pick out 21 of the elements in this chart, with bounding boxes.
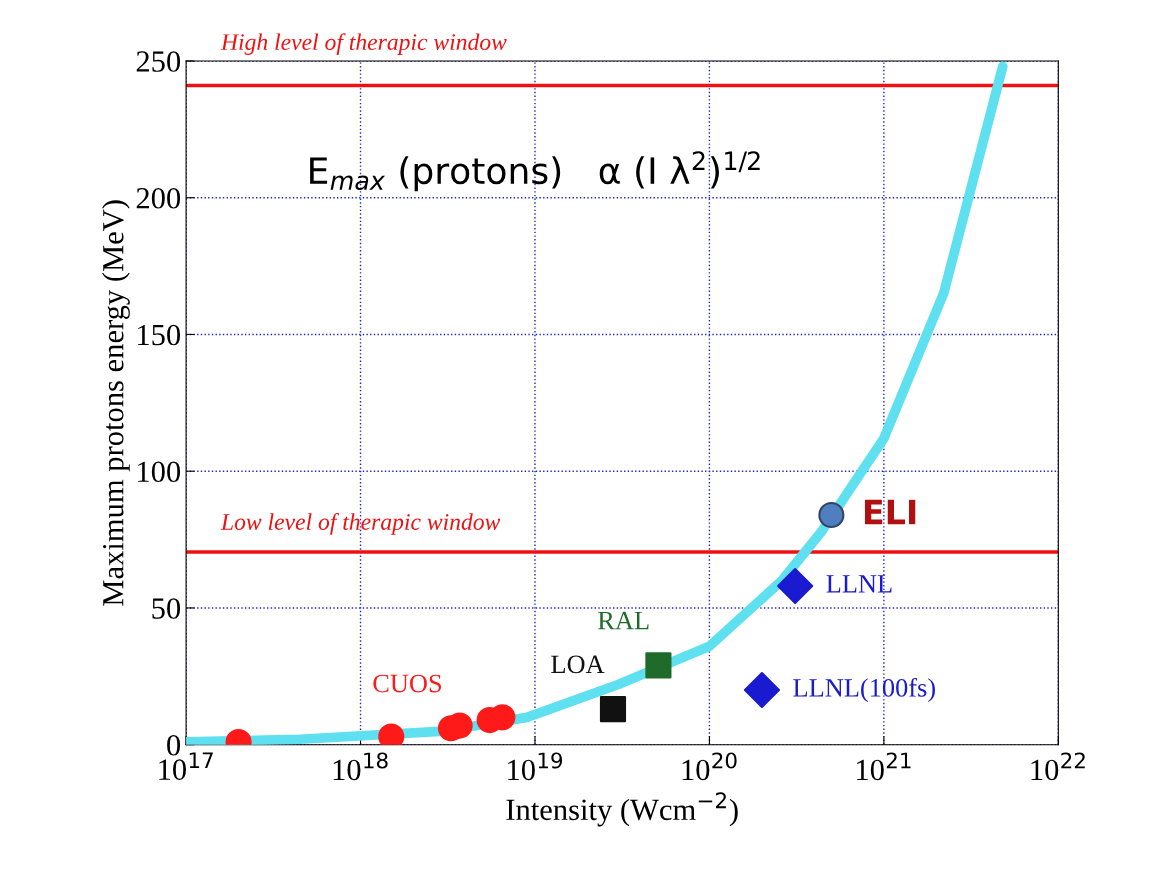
y-tick-label: 250 <box>136 51 181 72</box>
x-tick-label: 10$^{20}$ <box>682 752 737 781</box>
y-tick-label: 100 <box>138 461 181 483</box>
series-label: LLNL <box>826 575 892 593</box>
ref-line-label: High level of therapic window <box>220 33 507 55</box>
series-label: LOA <box>551 655 605 674</box>
y-tick-label: 150 <box>138 324 181 346</box>
x-tick-label: 10$^{22}$ <box>1031 752 1085 781</box>
annotation: E$_{max}$ (protons) α (I λ$^{2}$)$^{1/2}$ <box>310 151 760 192</box>
series-label: ELI <box>864 499 916 525</box>
x-axis-title: Intensity (Wcm$^{−2}$) <box>506 792 738 827</box>
series-label: LLNL(100fs) <box>793 677 935 703</box>
y-axis-title: Maximum protons energy (MeV) <box>102 200 130 606</box>
y-tick-label: 200 <box>136 188 181 209</box>
series-label: RAL <box>598 611 649 630</box>
x-tick-label: 10$^{21}$ <box>857 752 911 781</box>
series-label: CUOS <box>373 674 442 693</box>
x-tick-label: 10$^{18}$ <box>333 752 388 781</box>
x-tick-label: 10$^{19}$ <box>508 752 563 781</box>
ref-line-label: Low level of therapic window <box>220 513 501 535</box>
y-tick-label: 50 <box>152 598 181 619</box>
